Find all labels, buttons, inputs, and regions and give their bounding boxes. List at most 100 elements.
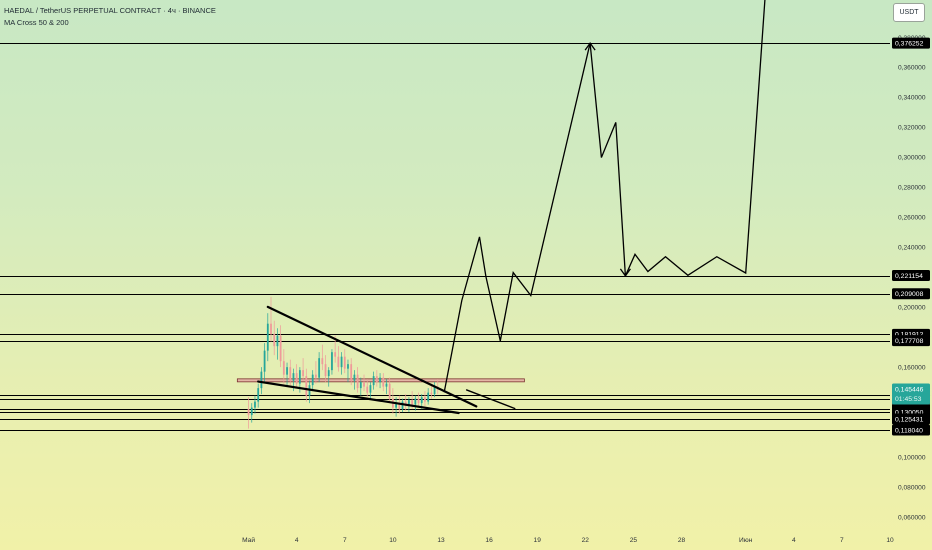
candle-body [337,356,340,368]
horizontal-levels [0,43,890,431]
y-tick-label: 0,160000 [898,364,926,371]
level-price-tag: 0,209008 [895,291,924,298]
candle-countdown: 01:45:53 [895,396,922,403]
candle-body [388,383,391,399]
y-tick-label: 0,320000 [898,125,926,132]
candle-body [347,364,349,369]
projection-arrowhead [619,268,631,278]
currency-button[interactable]: USDT [893,3,925,22]
x-tick-label: 22 [582,537,590,544]
candle-body [379,377,381,383]
candle-body [398,403,401,410]
candle-body [257,388,260,402]
candle-body [305,376,308,396]
chart-title: HAEDAL / TetherUS PERPETUAL CONTRACT · 4… [4,6,216,15]
level-price-tag-bg [892,424,930,436]
y-tick-label: 0,280000 [898,185,926,192]
x-tick-label: 7 [840,537,844,544]
candle-body [420,397,423,404]
y-tick-label: 0,060000 [898,514,926,521]
candlesticks [247,296,439,429]
candle-body [266,323,269,351]
x-tick-label: 13 [437,537,445,544]
candle-body [424,397,426,402]
candle-body [427,392,430,402]
candle-body [254,401,256,408]
candle-body [375,376,378,383]
x-tick-label: 4 [295,537,299,544]
candle-body [372,376,375,386]
candle-body [343,356,346,369]
x-tick-label: Май [242,536,255,544]
y-tick-label: 0,100000 [898,454,926,461]
candle-body [408,400,410,407]
candle-body [369,385,372,393]
candle-body [315,374,317,378]
time-axis[interactable]: Май 4 7 10 13 16 19 22 25 28 Июн 4 7 10 [242,536,894,544]
y-tick-label: 0,360000 [898,65,926,72]
candle-body [366,386,369,393]
candle-body [263,350,266,372]
candle-body [327,370,330,377]
candle-body [417,398,420,404]
x-tick-label: 28 [678,537,686,544]
candle-body [430,392,433,395]
candle-body [321,358,324,365]
candle-body [270,323,272,335]
x-tick-label: 10 [389,537,397,544]
y-tick-label: 0,240000 [898,245,926,252]
y-tick-label: 0,200000 [898,305,926,312]
trendline-upper-wedge [266,305,478,408]
candle-body [363,382,365,387]
candle-body [295,373,298,384]
trendlines [257,305,516,415]
last-price-label: 0,145446 [895,386,924,393]
level-price-tag: 0,130050 [895,409,924,416]
candle-body [411,400,414,405]
trendline-breakout-upper [465,389,516,410]
indicator-label[interactable]: MA Cross 50 & 200 [4,18,69,27]
level-price-tag: 0,376252 [895,40,924,47]
candle-body [414,398,417,405]
y-tick-label: 0,080000 [898,484,926,491]
candle-body [382,377,385,387]
candle-body [292,373,295,381]
price-tags: 0,3762520,2211540,2090080,1819120,177708… [892,37,930,436]
candle-body [385,383,388,387]
x-tick-label: 16 [485,537,493,544]
trendline-lower-wedge [257,380,460,415]
candle-body [273,334,276,347]
candle-body [247,409,250,416]
candle-body [298,370,301,384]
candle-body [276,335,279,347]
candle-body [311,374,314,386]
candle-body [340,356,343,368]
level-price-tag: 0,125431 [895,416,924,423]
x-tick-label: 19 [534,537,542,544]
candle-body [353,374,356,381]
x-tick-label: 10 [886,537,894,544]
candle-body [282,361,285,375]
candle-body [359,382,362,389]
x-tick-label: 25 [630,537,638,544]
candle-body [302,370,304,377]
projection-line [443,0,766,393]
candle-body [289,367,292,381]
candle-body [331,352,333,371]
candle-body [356,374,359,389]
level-price-tag-bg [892,335,930,347]
x-tick-label: 4 [792,537,796,544]
level-price-tag-bg [892,413,930,425]
level-price-tag: 0,118040 [895,427,923,434]
candle-body [250,407,253,416]
x-tick-label: 7 [343,537,347,544]
candle-body [318,358,321,378]
candle-body [433,386,436,395]
level-price-tag: 0,177708 [895,338,924,345]
projection-arrowhead [584,42,596,51]
y-tick-label: 0,260000 [898,215,926,222]
last-price-bg [892,383,930,405]
candle-body [279,335,282,362]
